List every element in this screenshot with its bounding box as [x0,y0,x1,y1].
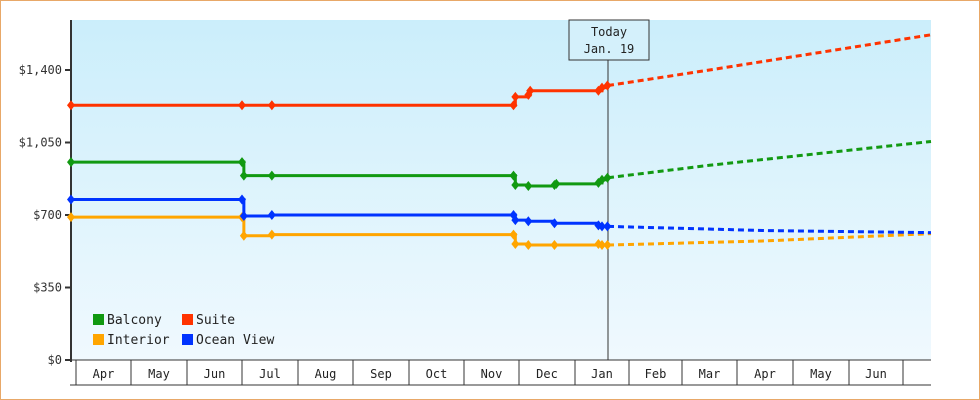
data-point-marker [511,91,520,102]
x-month-label: Jul [259,367,281,381]
data-point-marker [550,218,559,229]
legend-label: Balcony [107,313,162,328]
legend-item-ocean-view[interactable]: Ocean View [182,333,274,348]
data-point-marker [239,211,248,222]
data-point-marker [239,230,248,241]
data-point-marker [67,100,75,111]
today-label: Today [591,25,627,39]
x-month-label: Jun [865,367,887,381]
data-point-marker [598,221,606,232]
data-point-marker [603,221,612,232]
data-point-marker [509,100,518,111]
series-balcony [67,139,932,191]
x-month-label: Apr [93,367,115,381]
x-month-label: Oct [426,367,448,381]
data-point-marker [509,229,518,240]
x-axis: Apr May Jun Jul Aug Sep Oct Nov Dec Jan Feb Mar Apr M… [70,359,931,386]
data-point-marker [67,212,75,223]
legend-label: Ocean View [196,333,274,348]
x-month-label: Jan [591,367,613,381]
x-month-label: Dec [536,367,558,381]
series-suite [67,33,932,111]
x-month-label: Aug [315,367,337,381]
x-month-label: Apr [754,367,776,381]
data-point-marker [603,172,612,183]
y-tick-label: $1,050 [19,136,62,150]
data-point-marker [526,85,535,96]
x-month-label: May [148,367,170,381]
data-point-marker [598,240,606,251]
data-point-marker [511,179,520,190]
x-month-label: May [810,367,832,381]
data-point-marker [267,229,276,240]
data-point-marker [511,239,520,249]
data-point-marker [603,240,612,251]
data-point-marker [267,210,276,220]
data-point-marker [511,215,520,226]
data-point-marker [550,240,559,251]
y-tick-label: $700 [33,208,62,222]
data-point-marker [239,170,248,181]
data-point-marker [603,80,612,91]
data-point-marker [67,157,75,168]
legend-label: Suite [196,313,235,328]
x-month-label: Mar [699,367,721,381]
today-date: Jan. 19 [584,42,635,56]
plot-area [71,20,931,360]
legend-swatch [182,334,193,345]
legend-item-balcony[interactable]: Balcony [93,313,162,328]
legend-swatch [93,334,104,345]
data-point-marker [238,194,246,205]
legend: Balcony Suite Interior Ocean View [93,313,274,348]
data-point-marker [238,100,246,111]
y-tick-label: $1,400 [19,63,62,77]
x-month-label: Feb [645,367,667,381]
legend-item-suite[interactable]: Suite [182,313,235,328]
data-point-marker [509,170,518,181]
series-ocean-view [67,194,932,235]
today-label-box [568,19,650,61]
x-month-label: Sep [370,367,392,381]
legend-swatch [93,314,104,325]
today-marker: Today Jan. 19 [568,19,650,360]
series-interior [67,212,932,251]
y-tick-label: $0 [48,353,62,367]
data-point-marker [524,216,533,227]
legend-item-interior[interactable]: Interior [93,333,170,348]
x-month-label: Jun [204,367,226,381]
data-point-marker [524,181,533,191]
y-tick-label: $350 [33,281,62,295]
legend-swatch [182,314,193,325]
series-lines [67,33,932,251]
data-point-marker [524,240,533,251]
legend-label: Interior [107,333,170,348]
y-axis: $1,400 $1,050 $700 $350 $0 [19,20,72,367]
data-point-marker [267,170,276,181]
data-point-marker [552,178,561,189]
data-point-marker [267,100,276,111]
data-point-marker [67,194,75,205]
x-month-label: Nov [481,367,503,381]
data-point-marker [238,157,246,168]
